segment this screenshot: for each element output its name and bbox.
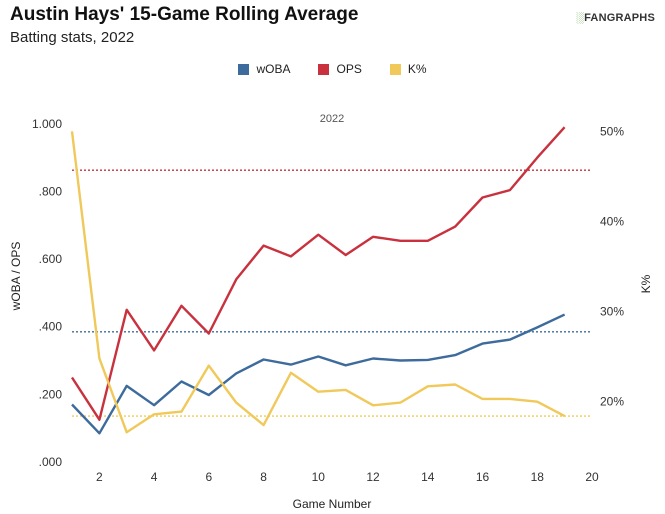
x-tick-label: 18 xyxy=(531,470,545,484)
y-left-tick-label: .400 xyxy=(39,320,63,334)
x-tick-label: 10 xyxy=(312,470,326,484)
series-line-woba xyxy=(71,313,566,435)
y-right-tick-label: 20% xyxy=(600,395,624,409)
legend-label-k-pct: K% xyxy=(407,62,427,76)
x-tick-label: 4 xyxy=(151,470,158,484)
legend-swatch-ops xyxy=(318,63,330,75)
y-left-tick-label: .800 xyxy=(39,184,63,198)
x-axis-title: Game Number xyxy=(293,497,372,511)
y-left-tick-label: 1.000 xyxy=(32,117,62,131)
legend-item-woba[interactable]: wOBA xyxy=(238,62,290,76)
legend-item-ops[interactable]: OPS xyxy=(318,62,362,76)
chart-subtitle: Batting stats, 2022 xyxy=(10,29,135,46)
y-left-tick-label: .000 xyxy=(39,455,63,469)
legend-item-k-pct[interactable]: K% xyxy=(389,62,427,76)
y-right-tick-label: 30% xyxy=(600,305,624,319)
panel-label: 2022 xyxy=(320,113,344,125)
series-line-k-pct xyxy=(70,131,566,434)
y-left-tick-label: .200 xyxy=(39,387,63,401)
fangraphs-logo-mark-icon: ░ xyxy=(576,12,585,24)
y-right-axis-title: K% xyxy=(639,274,653,293)
legend-swatch-k-pct xyxy=(389,63,401,75)
chart-legend: wOBA OPS K% xyxy=(0,62,665,76)
series-line-ops xyxy=(70,126,566,421)
x-tick-label: 14 xyxy=(421,470,435,484)
y-right-tick-label: 40% xyxy=(600,215,624,229)
legend-label-woba: wOBA xyxy=(256,62,291,76)
fangraphs-logo-text: FANGRAPHS xyxy=(584,12,655,24)
x-tick-label: 2 xyxy=(96,470,103,484)
x-tick-label: 8 xyxy=(260,470,267,484)
x-tick-label: 16 xyxy=(476,470,490,484)
legend-swatch-woba xyxy=(238,63,250,75)
x-tick-label: 12 xyxy=(366,470,380,484)
x-tick-label: 20 xyxy=(585,470,599,484)
legend-label-ops: OPS xyxy=(336,62,362,76)
x-tick-label: 6 xyxy=(205,470,212,484)
y-left-axis-title: wOBA / OPS xyxy=(9,242,23,312)
fangraphs-logo: ░FANGRAPHS xyxy=(576,12,655,24)
chart-title: Austin Hays' 15-Game Rolling Average xyxy=(10,4,359,25)
y-left-tick-label: .600 xyxy=(39,252,63,266)
y-right-tick-label: 50% xyxy=(600,124,624,138)
